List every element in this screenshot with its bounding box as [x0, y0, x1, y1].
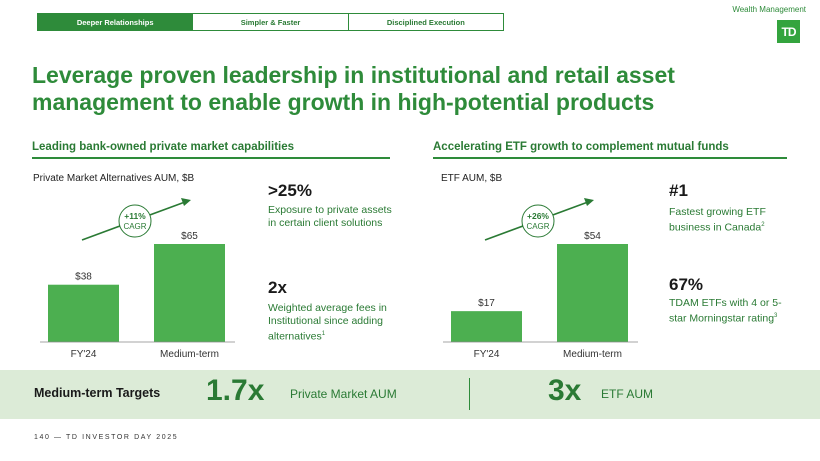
bar-0 [451, 311, 522, 342]
cagr-value: +11% [124, 211, 146, 221]
page-title: Leverage proven leadership in institutio… [32, 62, 675, 115]
cagr-label: CAGR [123, 222, 146, 231]
left-stat-2-text: Weighted average fees in Institutional s… [268, 302, 387, 343]
bar-value-label-1: $54 [584, 231, 601, 242]
tab-disciplined-execution[interactable]: Disciplined Execution [348, 14, 503, 30]
left-chart: $38 FY'24 $65 Medium-term +11% CAGR [40, 188, 240, 368]
right-section-heading: Accelerating ETF growth to complement mu… [433, 141, 729, 153]
bar-value-label-0: $17 [478, 298, 495, 309]
right-chart-label: ETF AUM, $B [441, 173, 503, 184]
left-section-rule [32, 157, 390, 159]
tab-deeper-relationships[interactable]: Deeper Relationships [38, 14, 194, 30]
growth-arrow-head [181, 198, 191, 206]
target-2-label: ETF AUM [601, 387, 654, 401]
bar-value-label-0: $38 [75, 272, 92, 283]
tab-simpler-faster[interactable]: Simpler & Faster [193, 14, 349, 30]
cagr-circle [521, 204, 555, 238]
left-stat-2-value: 2x [268, 278, 287, 297]
right-stat-1-text: Fastest growing ETF business in Canada2 [669, 206, 766, 234]
target-2-value: 3x [548, 374, 582, 407]
targets-band [0, 370, 820, 419]
category-label-1: Medium-term [160, 349, 219, 360]
left-section-heading: Leading bank-owned private market capabi… [32, 141, 295, 153]
target-1-value: 1.7x [206, 374, 265, 407]
page-footer: 140 — TD INVESTOR DAY 2025 [34, 434, 179, 441]
target-1-label: Private Market AUM [290, 387, 397, 401]
right-stat-2-text: TDAM ETFs with 4 or 5-star Morningstar r… [669, 297, 782, 325]
td-shield-icon: TD [777, 20, 800, 43]
category-label-0: FY'24 [474, 349, 500, 360]
bar-0 [48, 284, 119, 342]
right-stat-1-value: #1 [669, 181, 688, 200]
right-stat-2-value: 67% [669, 275, 704, 294]
cagr-circle [118, 204, 152, 238]
private-market-aum-chart: $38 FY'24 $65 Medium-term +11%CAGR [40, 198, 235, 360]
wealth-management-label: Wealth Management [732, 5, 806, 14]
targets-divider [469, 378, 470, 410]
right-section-rule [433, 157, 787, 159]
right-chart: $17 FY'24 $54 Medium-term +26% CAGR [443, 188, 643, 368]
left-chart-label: Private Market Alternatives AUM, $B [33, 173, 195, 184]
section-tabs: Deeper Relationships Simpler & Faster Di… [37, 13, 504, 31]
category-label-1: Medium-term [563, 349, 622, 360]
growth-arrow-head [584, 198, 594, 206]
cagr-value: +26% [527, 211, 549, 221]
targets-heading: Medium-term Targets [34, 386, 161, 400]
etf-aum-chart: $17 FY'24 $54 Medium-term +26%CAGR [443, 198, 638, 360]
left-stat-1-text: Exposure to private assets in certain cl… [268, 204, 392, 229]
bar-1 [154, 244, 225, 342]
left-stat-1-value: >25% [268, 181, 312, 200]
bar-value-label-1: $65 [181, 231, 198, 242]
cagr-label: CAGR [526, 222, 549, 231]
bar-1 [557, 244, 628, 342]
category-label-0: FY'24 [71, 349, 97, 360]
